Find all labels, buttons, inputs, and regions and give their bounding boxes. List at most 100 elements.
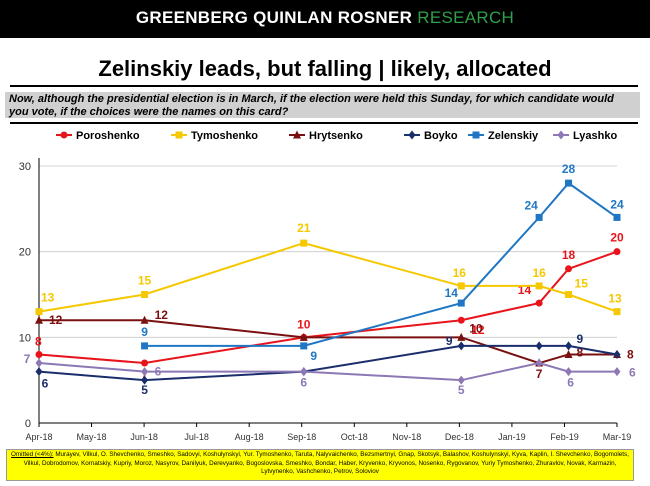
data-point [141, 375, 149, 385]
data-point [565, 291, 573, 298]
data-point [35, 350, 43, 358]
legend-marker [60, 131, 68, 139]
data-label: 15 [138, 274, 152, 288]
legend-label: Lyashko [573, 130, 618, 142]
data-point [613, 349, 621, 359]
data-point [300, 367, 308, 377]
legend-marker [175, 131, 183, 139]
data-label: 12 [471, 323, 485, 337]
legend-marker [557, 130, 565, 140]
x-tick-label: Nov-18 [392, 432, 421, 442]
omitted-footnote: Omitted (<4%): Murayev, Vilkul, O. Shevc… [6, 449, 634, 481]
data-label: 9 [310, 349, 317, 363]
line-chart: 0 10 20 30 Apr-18 May-18 Jun-18 Jul-18 Aug-18 Sep… [19, 130, 636, 442]
data-label: 8 [577, 345, 584, 359]
data-point [565, 265, 573, 273]
question-divider [10, 122, 638, 124]
survey-question: Now, although the presidential election … [5, 92, 640, 118]
series-line-boyko [38, 344, 618, 382]
data-label: 5 [141, 383, 148, 397]
data-label: 9 [141, 325, 148, 339]
legend-marker [472, 131, 480, 139]
data-point [299, 332, 308, 341]
x-tick-label: Sep-18 [287, 432, 316, 442]
data-label: 28 [562, 162, 576, 176]
x-tick-label: Dec-18 [445, 432, 474, 442]
data-point [535, 213, 543, 221]
data-point [564, 349, 573, 358]
data-label: 7 [536, 367, 543, 381]
data-point [141, 367, 149, 377]
data-point [457, 375, 465, 385]
data-label: 24 [610, 197, 624, 211]
data-label: 16 [532, 266, 546, 280]
data-label: 12 [49, 313, 63, 327]
data-label: 21 [297, 221, 311, 235]
data-point [140, 315, 149, 324]
data-label: 6 [300, 376, 307, 390]
data-label: 12 [155, 308, 169, 322]
data-label: 6 [42, 377, 49, 391]
data-point [457, 282, 465, 290]
legend-label: Zelenskiy [488, 130, 539, 142]
data-label: 8 [35, 334, 42, 348]
data-point [535, 358, 543, 368]
data-label: 5 [458, 383, 465, 397]
data-point [457, 299, 465, 307]
header-bar: GREENBERG QUINLAN ROSNER RESEARCH [0, 0, 650, 38]
series-line-lyashko [38, 362, 617, 382]
series-line-tymoshenko [38, 242, 618, 313]
data-label: 24 [524, 198, 538, 212]
footnote-text: Murayev, Vilkul, O. Shevchenko, Smeshko,… [23, 451, 629, 476]
data-point [535, 299, 543, 307]
x-tick-label: Mar-19 [603, 432, 632, 442]
data-label: 16 [453, 266, 467, 280]
footnote-label: Omitted (<4%): [11, 451, 54, 458]
data-point [141, 359, 149, 367]
data-point [457, 332, 466, 341]
title-divider [10, 85, 638, 87]
data-label: 8 [627, 347, 634, 361]
brand-name: GREENBERG QUINLAN ROSNER [135, 8, 413, 27]
series-line-zelenskiy [144, 181, 618, 347]
y-tick-label: 30 [19, 161, 31, 173]
x-tick-label: Feb-19 [550, 432, 579, 442]
data-label: 9 [446, 334, 453, 348]
data-label: 6 [155, 365, 162, 379]
data-label: 18 [562, 248, 576, 262]
series-line-hrytsenko [39, 319, 617, 365]
legend-label: Poroshenko [76, 130, 140, 142]
data-label: 6 [629, 366, 636, 380]
data-point [141, 291, 149, 298]
y-tick-label: 20 [19, 247, 31, 259]
data-point [613, 367, 621, 377]
data-point [613, 308, 621, 316]
legend-label: Hrytsenko [309, 130, 363, 142]
data-point [35, 308, 43, 316]
y-tick-label: 0 [25, 418, 31, 430]
data-point [35, 358, 43, 368]
data-point [565, 341, 573, 351]
data-label: 7 [24, 352, 31, 366]
brand-accent: RESEARCH [417, 8, 515, 27]
data-point [535, 282, 543, 290]
data-point [35, 367, 43, 377]
x-tick-label: Oct-18 [341, 432, 368, 442]
data-point [300, 342, 308, 350]
data-label: 20 [610, 231, 624, 245]
data-point [565, 179, 573, 187]
data-label: 13 [41, 291, 55, 305]
data-point [565, 367, 573, 377]
data-label: 14 [445, 286, 459, 300]
data-point [141, 342, 149, 350]
data-label: 15 [575, 277, 589, 291]
legend-label: Tymoshenko [191, 130, 258, 142]
x-tick-label: May-18 [77, 432, 107, 442]
data-label: 13 [608, 292, 622, 306]
legend-label: Boyko [424, 130, 458, 142]
legend-marker [293, 130, 301, 139]
data-point [457, 316, 465, 324]
x-tick-label: Jul-18 [184, 432, 209, 442]
data-point [457, 341, 465, 351]
data-label: 6 [567, 376, 574, 390]
